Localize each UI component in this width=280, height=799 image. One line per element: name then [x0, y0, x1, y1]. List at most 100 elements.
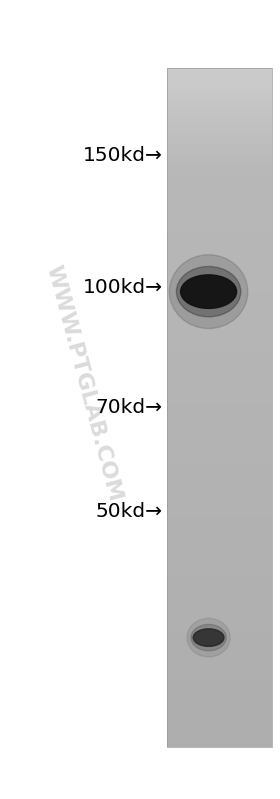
Bar — [167, 146, 272, 149]
Bar — [167, 377, 272, 380]
Bar — [167, 391, 272, 394]
Bar — [167, 251, 272, 255]
Bar — [167, 221, 272, 224]
Bar — [167, 682, 272, 686]
Bar — [167, 292, 272, 296]
Bar — [167, 305, 272, 309]
Bar — [167, 316, 272, 319]
Bar — [167, 353, 272, 356]
Bar — [167, 201, 272, 204]
Ellipse shape — [187, 618, 230, 657]
Bar — [167, 516, 272, 519]
Bar — [167, 527, 272, 530]
Text: WWW.PTGLAB.COM: WWW.PTGLAB.COM — [43, 263, 125, 504]
Bar — [167, 244, 272, 248]
Bar — [167, 177, 272, 180]
Bar — [167, 441, 272, 445]
Bar — [167, 574, 272, 577]
Bar — [167, 570, 272, 574]
Bar — [167, 166, 272, 170]
Bar — [167, 234, 272, 238]
Bar — [167, 418, 272, 421]
Bar — [167, 472, 272, 475]
Bar — [167, 635, 272, 638]
Bar — [167, 693, 272, 696]
Bar — [167, 611, 272, 614]
Bar — [167, 717, 272, 720]
Bar — [167, 264, 272, 268]
Text: 100kd→: 100kd→ — [82, 278, 162, 297]
Bar — [167, 638, 272, 642]
Bar — [167, 564, 272, 567]
Bar — [167, 302, 272, 306]
Bar — [167, 279, 272, 282]
Bar — [167, 272, 272, 275]
Bar — [167, 424, 272, 428]
Bar — [167, 662, 272, 666]
Bar — [167, 238, 272, 241]
Bar — [167, 71, 272, 74]
Bar — [167, 547, 272, 550]
Bar — [167, 228, 272, 231]
Bar — [167, 299, 272, 302]
Bar — [167, 438, 272, 441]
Bar — [167, 720, 272, 723]
Bar — [167, 282, 272, 285]
Bar — [167, 459, 272, 462]
Bar — [167, 448, 272, 451]
Bar — [167, 455, 272, 459]
Bar — [167, 115, 272, 119]
Bar — [167, 332, 272, 336]
Bar — [167, 489, 272, 492]
Bar — [167, 530, 272, 533]
Bar — [167, 557, 272, 560]
Bar — [167, 733, 272, 737]
Bar — [167, 329, 272, 333]
Bar — [167, 618, 272, 622]
Bar — [167, 479, 272, 482]
Bar — [167, 312, 272, 316]
Bar — [167, 666, 272, 669]
Bar — [167, 101, 272, 105]
Bar — [167, 506, 272, 510]
Bar — [167, 204, 272, 207]
Bar — [167, 105, 272, 109]
Bar — [167, 214, 272, 217]
Bar — [167, 499, 272, 503]
Bar — [167, 210, 272, 214]
Bar — [167, 401, 272, 404]
Bar — [167, 669, 272, 673]
Bar — [167, 584, 272, 587]
Bar — [167, 676, 272, 679]
Bar — [167, 590, 272, 594]
Bar — [167, 673, 272, 676]
Bar — [167, 445, 272, 448]
Bar — [167, 356, 272, 360]
Bar — [167, 601, 272, 605]
Bar — [167, 275, 272, 279]
Bar — [167, 248, 272, 251]
Bar — [167, 98, 272, 101]
Bar — [167, 540, 272, 543]
Bar — [167, 608, 272, 611]
Bar — [167, 475, 272, 479]
Bar — [167, 394, 272, 397]
Bar — [167, 340, 272, 343]
Bar — [167, 241, 272, 244]
Bar — [167, 193, 272, 197]
Bar — [167, 686, 272, 690]
Bar — [167, 258, 272, 261]
Bar — [167, 737, 272, 740]
Bar — [167, 411, 272, 414]
Bar — [167, 587, 272, 591]
Bar — [167, 397, 272, 401]
Bar — [167, 594, 272, 598]
Bar — [167, 350, 272, 353]
Bar — [167, 380, 272, 384]
Bar — [167, 407, 272, 411]
Bar — [167, 431, 272, 435]
Bar — [167, 510, 272, 513]
Bar — [167, 224, 272, 228]
Bar — [167, 727, 272, 730]
Bar — [167, 187, 272, 190]
